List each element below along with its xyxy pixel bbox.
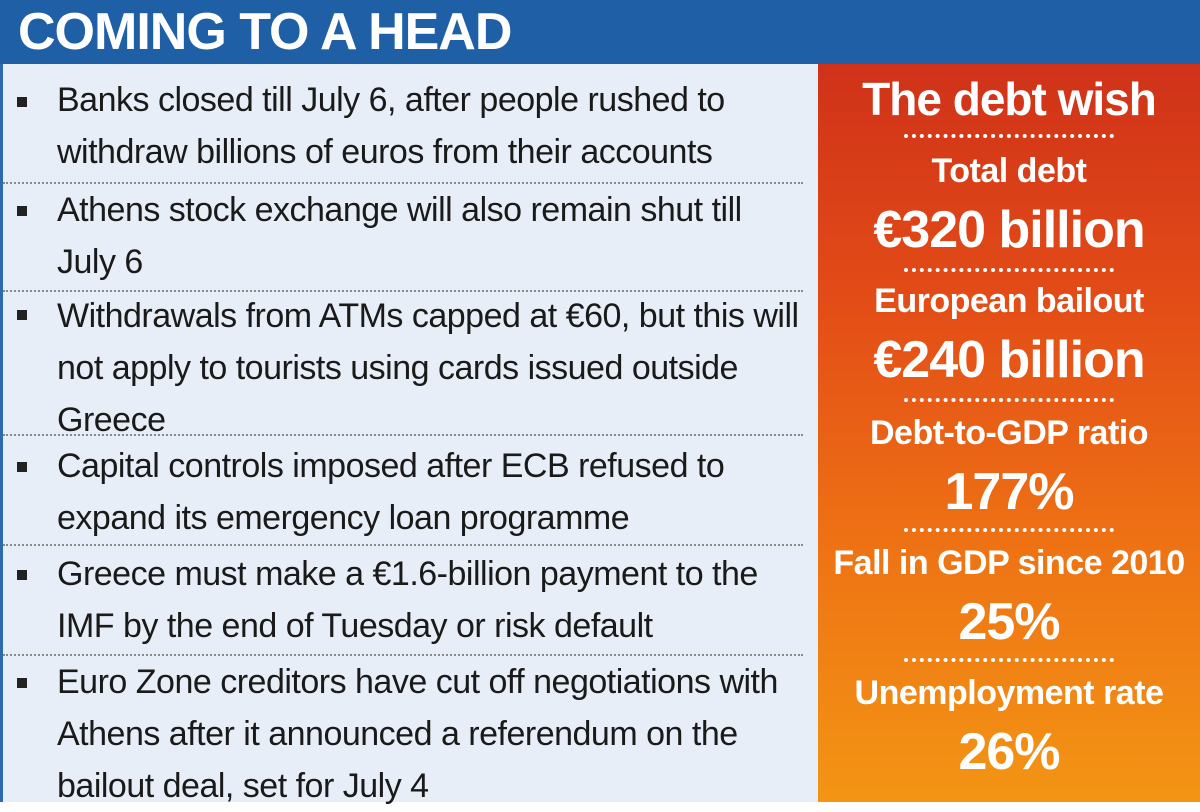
stat-label-debt-to-gdp: Debt-to-GDP ratio xyxy=(870,414,1148,452)
bullet-square-icon xyxy=(17,310,27,320)
bullet-text: Athens stock exchange will also remain s… xyxy=(57,191,742,281)
dotted-divider xyxy=(904,528,1114,532)
bullet-item: Greece must make a €1.6-billion payment … xyxy=(3,544,803,656)
bullet-item: Withdrawals from ATMs capped at €60, but… xyxy=(3,290,803,439)
bullet-square-icon xyxy=(17,570,27,580)
bullet-text: Euro Zone creditors have cut off negotia… xyxy=(57,663,778,805)
debt-stats-panel: The debt wish Total debt €320 billion Eu… xyxy=(818,64,1200,802)
stat-label-total-debt: Total debt xyxy=(931,152,1087,190)
stat-label-european-bailout: European bailout xyxy=(874,282,1144,320)
stat-value-european-bailout: €240 billion xyxy=(873,331,1145,389)
header-title: COMING TO A HEAD xyxy=(18,3,512,61)
header-bar: COMING TO A HEAD xyxy=(0,0,1200,64)
bullet-item: Capital controls imposed after ECB refus… xyxy=(3,434,803,546)
bullet-text: Banks closed till July 6, after people r… xyxy=(57,81,725,171)
bullet-list-panel: Banks closed till July 6, after people r… xyxy=(0,64,818,805)
dotted-divider xyxy=(904,658,1114,662)
bullet-item: Euro Zone creditors have cut off negotia… xyxy=(3,654,803,805)
bullet-square-icon xyxy=(17,462,27,472)
stat-label-unemployment: Unemployment rate xyxy=(854,674,1164,712)
sidebar-title: The debt wish xyxy=(862,73,1157,125)
bullet-square-icon xyxy=(17,97,27,107)
bullet-text: Capital controls imposed after ECB refus… xyxy=(57,447,725,537)
stat-value-gdp-fall: 25% xyxy=(958,593,1060,651)
dotted-divider xyxy=(904,398,1114,402)
bullet-square-icon xyxy=(17,678,27,688)
stat-label-gdp-fall: Fall in GDP since 2010 xyxy=(833,544,1185,582)
dotted-divider xyxy=(904,268,1114,272)
bullet-text: Greece must make a €1.6-billion payment … xyxy=(57,555,758,645)
bullet-item: Athens stock exchange will also remain s… xyxy=(3,182,803,292)
bullet-square-icon xyxy=(17,206,27,216)
bullet-item: Banks closed till July 6, after people r… xyxy=(3,64,803,184)
bullet-text: Withdrawals from ATMs capped at €60, but… xyxy=(57,297,799,439)
stat-value-unemployment: 26% xyxy=(958,723,1060,781)
dotted-divider xyxy=(904,134,1114,138)
stat-value-total-debt: €320 billion xyxy=(873,201,1145,259)
stat-value-debt-to-gdp: 177% xyxy=(944,463,1075,521)
